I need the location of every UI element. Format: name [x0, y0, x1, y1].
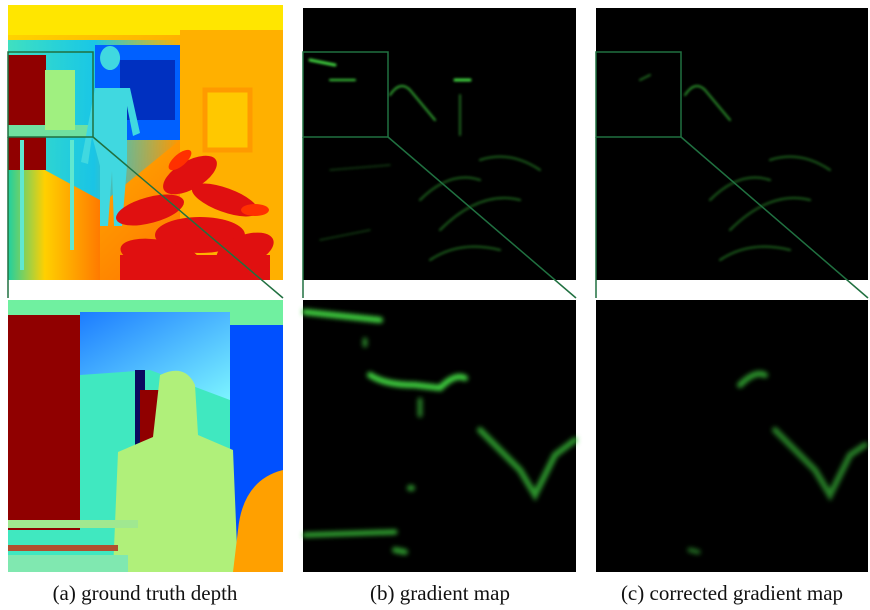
depth-zoom — [8, 300, 283, 572]
gradient-map — [303, 8, 576, 280]
depth-map — [8, 5, 283, 280]
figure: (a) ground truth depth (b) gradient map … — [0, 0, 870, 610]
caption: (c) corrected gradient map — [621, 581, 843, 605]
gradient-zoom — [303, 300, 576, 572]
caption: (a) ground truth depth — [53, 581, 238, 605]
corrected-gradient-map — [596, 8, 868, 280]
corrected-gradient-zoom — [596, 300, 868, 572]
caption: (b) gradient map — [370, 581, 510, 605]
